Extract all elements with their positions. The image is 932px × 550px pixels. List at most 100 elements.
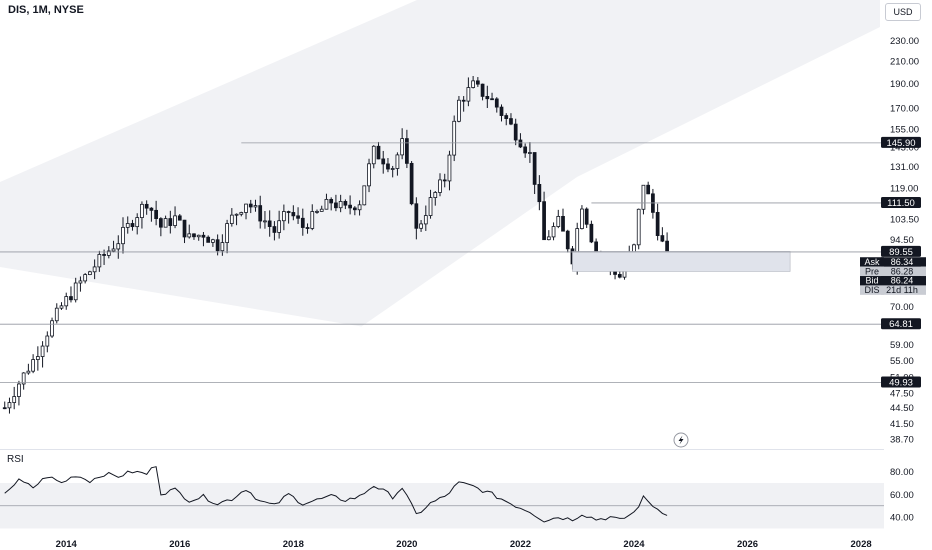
quote-value-bg [881, 257, 926, 267]
candle [532, 152, 537, 195]
candle [277, 210, 282, 239]
candle [305, 223, 310, 234]
candle-body [102, 254, 106, 256]
currency-selector[interactable]: USD [885, 3, 921, 21]
candle [636, 208, 641, 250]
symbol-title: DIS, 1M, NYSE [8, 4, 84, 16]
candle [523, 143, 528, 158]
candle [196, 234, 201, 241]
candle [504, 113, 509, 126]
candle-body [163, 218, 168, 228]
candle [646, 181, 651, 195]
candle [291, 205, 296, 221]
price-tick-label: 94.50 [890, 235, 914, 246]
quote-pre: Pre 86.28 [860, 266, 926, 276]
candle-body [551, 226, 556, 238]
candle-body [305, 227, 310, 229]
background-layer [0, 0, 884, 450]
candle-body [253, 205, 258, 208]
candle [447, 150, 452, 191]
candle-body [371, 145, 376, 165]
time-tick-label: 2028 [851, 539, 872, 550]
candle-body [480, 83, 485, 97]
candle [386, 158, 390, 173]
candle-body [655, 211, 660, 236]
candle [300, 208, 305, 236]
candle-body [149, 207, 154, 211]
time-tick-label: 2022 [510, 539, 531, 550]
candle-body [92, 266, 97, 273]
tag-level-64-81: 64.81 [881, 318, 921, 330]
candle [475, 77, 480, 87]
candle [206, 235, 211, 243]
quote-value-bg [881, 276, 926, 286]
candle-body [50, 320, 54, 337]
candle [83, 273, 88, 284]
candle [173, 206, 177, 229]
candle [457, 95, 461, 123]
candle [125, 216, 130, 234]
time-tick-label: 2018 [283, 539, 304, 550]
candle-body [7, 402, 12, 409]
candle [21, 372, 26, 390]
candle [50, 317, 54, 338]
support-zone [572, 251, 791, 272]
candle [390, 165, 395, 178]
candle-body [438, 179, 442, 193]
candle-body [296, 215, 300, 219]
quote-key-bg [860, 257, 884, 267]
candle-body [111, 248, 116, 252]
quote-bid: Bid 86.24 [860, 276, 926, 286]
candle [589, 220, 594, 244]
candle-body [381, 158, 386, 165]
candle [324, 193, 329, 210]
level-lines [0, 142, 884, 383]
candle [158, 217, 163, 237]
price-tick-label: 190.00 [890, 79, 919, 90]
candle [551, 222, 556, 241]
candle-body [54, 307, 59, 322]
candle [149, 207, 154, 222]
candle [480, 83, 485, 101]
candle [565, 229, 570, 253]
price-tick-label: 59.00 [890, 340, 914, 351]
candle-body [291, 212, 296, 217]
quote-value: 86.34 [891, 257, 914, 267]
candle-body [83, 274, 88, 282]
candle-body [21, 372, 26, 385]
candle [641, 184, 646, 215]
candle-body [542, 201, 546, 241]
candle-body [78, 280, 83, 284]
candle [64, 292, 69, 310]
price-tick-label: 55.00 [890, 356, 914, 367]
candle-body [106, 250, 111, 256]
candle [201, 231, 206, 247]
lightning-icon[interactable] [673, 432, 689, 448]
candle [546, 230, 551, 241]
candle [310, 204, 315, 231]
candle-body [168, 218, 173, 226]
candle-body [135, 217, 140, 228]
candle-body [485, 96, 490, 100]
rsi-indicator-label: RSI [7, 454, 24, 465]
candle-body [140, 203, 144, 218]
candle-body [12, 396, 17, 403]
candle-body [192, 233, 196, 238]
candle-body [636, 208, 641, 246]
candle-body [660, 235, 665, 242]
candle-body [513, 123, 518, 141]
candle-body [617, 274, 622, 278]
candle [651, 188, 655, 219]
candle [334, 194, 338, 212]
candle [31, 354, 35, 374]
candle [248, 199, 253, 214]
candle [192, 233, 196, 240]
candle [267, 210, 272, 237]
candle [367, 158, 371, 193]
candle-body [466, 87, 471, 102]
candle [509, 113, 513, 126]
candle-body [490, 98, 494, 101]
candle-body [475, 80, 480, 85]
candle-body [158, 218, 163, 228]
